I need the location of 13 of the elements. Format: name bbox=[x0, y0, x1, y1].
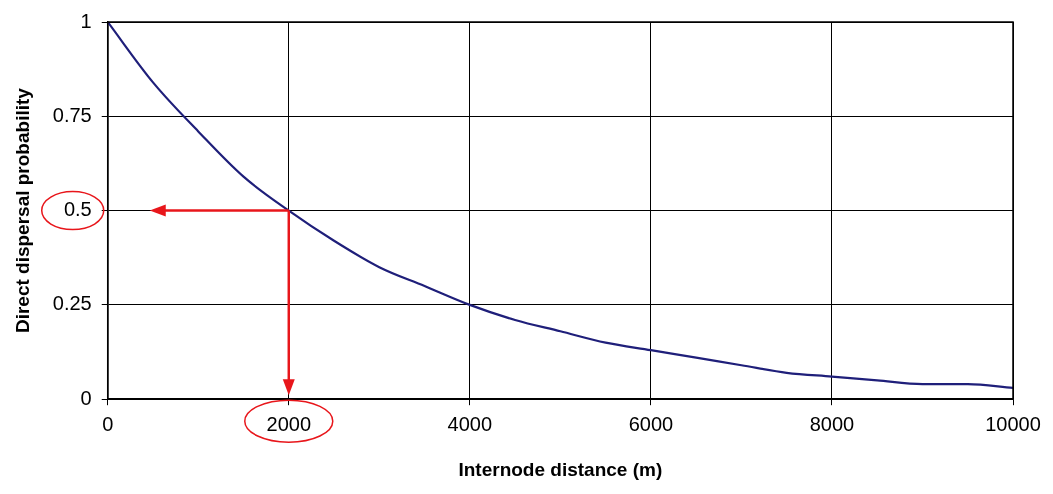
y-tick-label: 0.75 bbox=[52, 103, 92, 126]
x-tick-label: 10000 bbox=[985, 412, 1041, 435]
y-tick-label: 0.5 bbox=[63, 198, 92, 221]
y-tick-label: 1 bbox=[80, 9, 92, 32]
x-tick-label: 4000 bbox=[447, 412, 493, 435]
x-tick-label: 2000 bbox=[266, 412, 312, 435]
x-tick-label: 0 bbox=[102, 412, 114, 435]
y-tick-label: 0 bbox=[80, 386, 92, 409]
x-axis-title: Internode distance (m) bbox=[458, 458, 663, 480]
y-axis-title: Direct dispersal probability bbox=[11, 87, 33, 334]
x-tick-label: 6000 bbox=[628, 412, 674, 435]
x-tick-label: 8000 bbox=[809, 412, 855, 435]
y-tick-label: 0.25 bbox=[52, 292, 92, 315]
